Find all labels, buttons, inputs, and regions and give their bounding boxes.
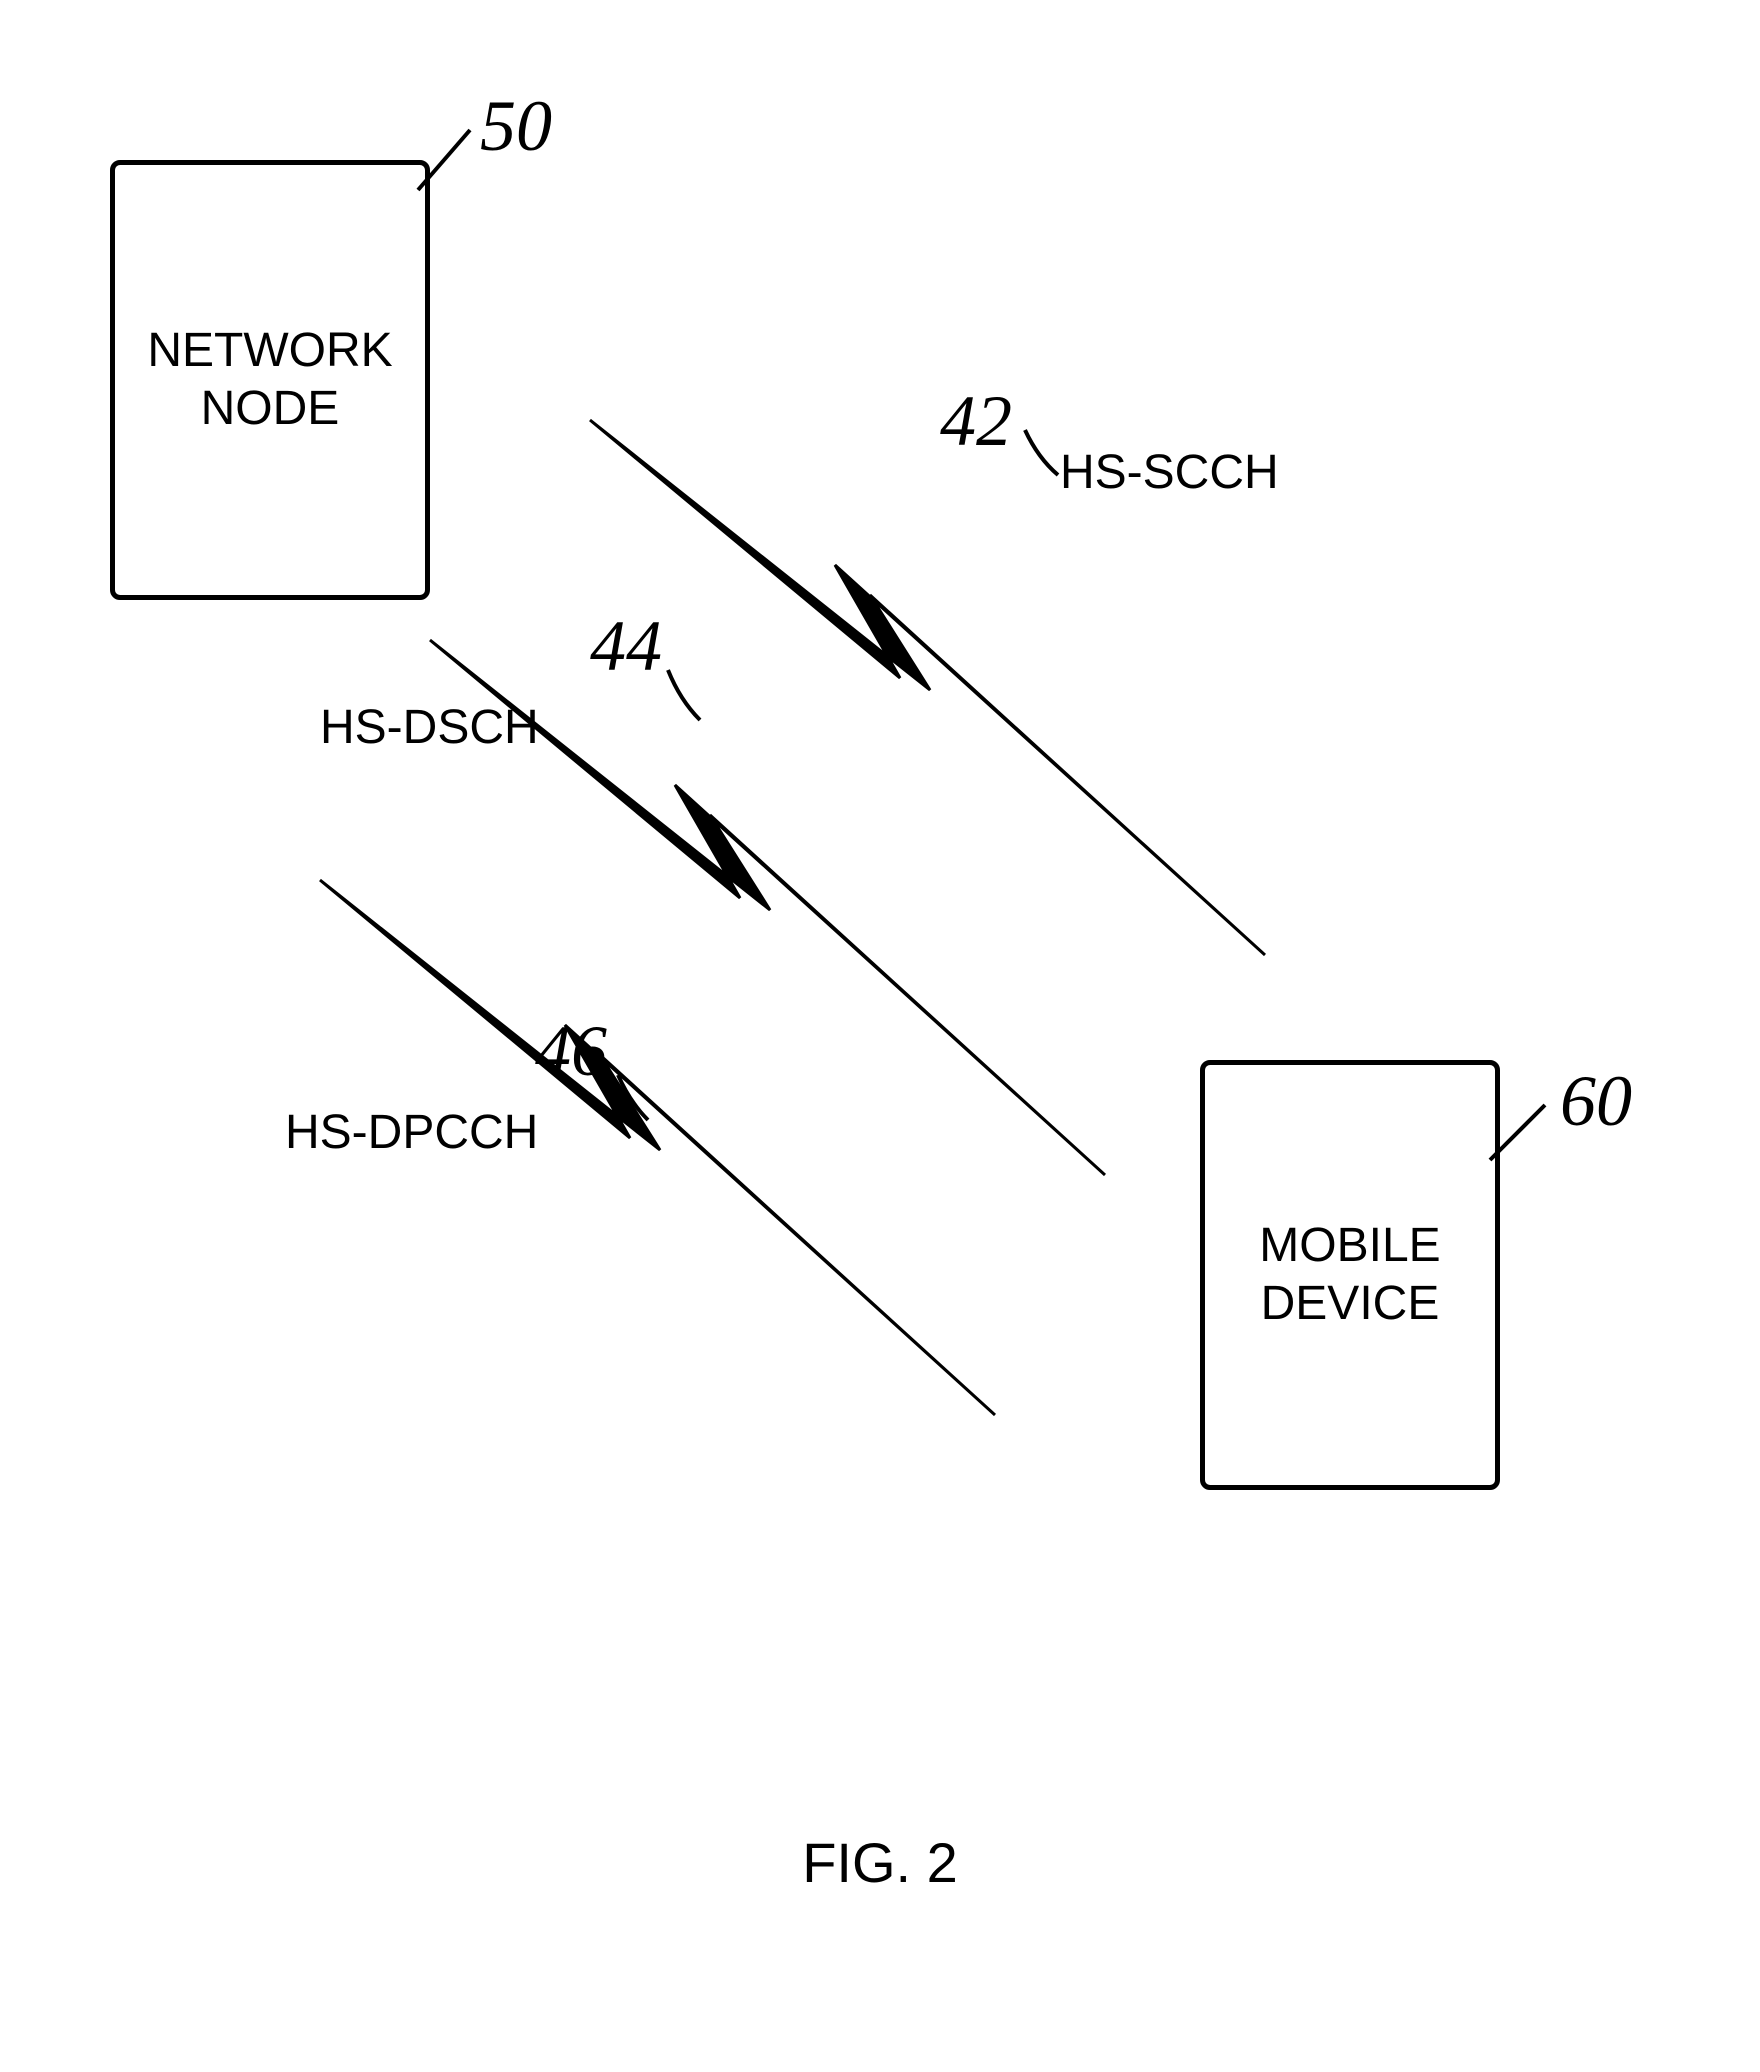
mobile-device-box: MOBILEDEVICE bbox=[1200, 1060, 1500, 1490]
diagram-canvas: NETWORKNODE MOBILEDEVICE 50 42 44 46 60 … bbox=[0, 0, 1760, 2072]
network-node-box: NETWORKNODE bbox=[110, 160, 430, 600]
ref-46: 46 bbox=[535, 1010, 607, 1093]
ref-44: 44 bbox=[590, 605, 662, 688]
network-node-label: NETWORKNODE bbox=[147, 322, 392, 437]
ref-50: 50 bbox=[480, 85, 552, 168]
ref-42: 42 bbox=[940, 380, 1012, 463]
mobile-device-label: MOBILEDEVICE bbox=[1259, 1217, 1440, 1332]
label-hs-dsch: HS-DSCH bbox=[320, 700, 539, 755]
label-hs-dpcch: HS-DPCCH bbox=[285, 1105, 538, 1160]
ref-60: 60 bbox=[1560, 1060, 1632, 1143]
label-hs-scch: HS-SCCH bbox=[1060, 445, 1279, 500]
figure-label: FIG. 2 bbox=[0, 1830, 1760, 1895]
